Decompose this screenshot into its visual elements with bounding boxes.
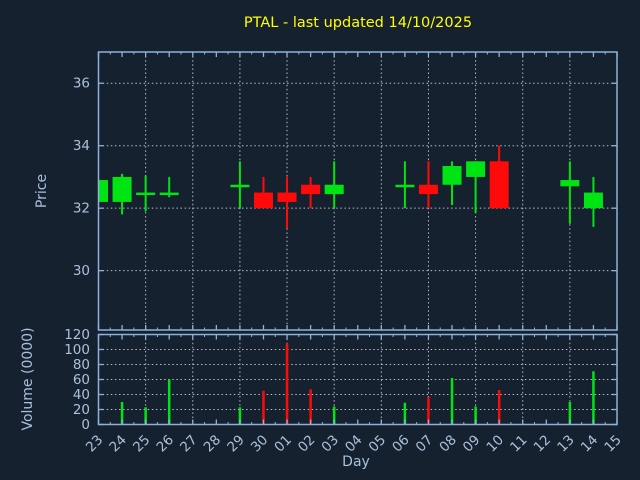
day-tick-label: 24	[106, 432, 129, 455]
price-axis-label: Price	[34, 174, 50, 208]
volume-bar-03	[332, 406, 336, 425]
volume-axis-label: Volume (0000)	[20, 327, 36, 430]
candle-body	[136, 192, 156, 196]
price-tick-label: 30	[73, 263, 90, 279]
candle-body	[489, 161, 509, 209]
volume-bar-13	[568, 402, 572, 425]
day-tick-label: 03	[319, 432, 342, 455]
volume-bar-30	[262, 390, 265, 425]
volume-bar-24	[120, 402, 124, 425]
candle-29	[230, 161, 250, 209]
volume-tick-label: 80	[73, 357, 90, 373]
volume-bar-10	[497, 390, 501, 425]
volume-bar-06	[403, 402, 407, 425]
candlestick-series	[98, 145, 603, 229]
candle-25	[136, 175, 156, 212]
candle-03	[324, 161, 344, 209]
day-tick-label: 26	[154, 432, 177, 455]
candle-02	[301, 176, 321, 209]
volume-bar-01	[285, 343, 289, 425]
day-tick-label: 10	[484, 432, 507, 455]
price-tick-label: 34	[73, 138, 90, 154]
candle-26	[159, 176, 179, 198]
candle-13	[560, 161, 580, 224]
candle-body	[324, 184, 344, 195]
day-tick-label: 01	[271, 432, 294, 455]
day-axis-label: Day	[342, 454, 370, 470]
volume-bar-25	[144, 407, 147, 425]
day-tick-label: 11	[507, 432, 530, 455]
chart-title: PTAL - last updated 14/10/2025	[244, 15, 472, 31]
candle-body	[98, 180, 108, 202]
day-tick-label: 04	[342, 432, 365, 455]
candle-01	[277, 176, 297, 229]
candle-09	[466, 161, 486, 213]
candle-body	[253, 192, 273, 209]
volume-bar-02	[309, 389, 312, 425]
day-tick-label: 06	[389, 432, 412, 455]
candle-08	[442, 161, 462, 206]
day-tick-label: 07	[413, 432, 436, 455]
candle-body	[560, 180, 580, 187]
volume-tick-label: 20	[73, 402, 90, 418]
candle-06	[395, 161, 415, 209]
candle-body	[277, 192, 297, 202]
candle-body	[159, 192, 179, 196]
volume-bar-09	[474, 406, 477, 425]
candle-body	[583, 192, 603, 209]
volume-series	[120, 343, 595, 425]
candle-body	[112, 176, 132, 202]
volume-bar-26	[167, 379, 171, 425]
candle-14	[583, 176, 603, 227]
gridlines	[98, 52, 617, 425]
candle-30	[253, 176, 273, 209]
day-tick-label: 28	[201, 432, 224, 455]
candle-07	[418, 161, 438, 209]
candle-body	[301, 184, 321, 195]
price-plot-border	[97, 51, 618, 331]
day-tick-label: 27	[177, 432, 200, 455]
candle-23	[98, 180, 108, 202]
candle-body	[466, 161, 486, 177]
candle-10	[489, 145, 509, 209]
volume-tick-label: 100	[64, 342, 90, 358]
candle-body	[442, 166, 462, 185]
day-tick-label: 23	[83, 432, 106, 455]
day-tick-label: 25	[130, 432, 153, 455]
day-tick-label: 14	[578, 432, 601, 455]
candle-24	[112, 173, 132, 215]
volume-bar-14	[592, 371, 595, 425]
axis-ticks	[97, 52, 618, 426]
day-tick-label: 29	[224, 432, 247, 455]
volume-tick-label: 120	[64, 327, 90, 343]
candle-body	[395, 184, 415, 188]
day-tick-label: 15	[601, 432, 624, 455]
price-tick-label: 32	[73, 201, 90, 217]
volume-bar-08	[450, 378, 454, 425]
day-tick-label: 30	[248, 432, 271, 455]
day-tick-label: 02	[295, 432, 318, 455]
day-tick-label: 13	[554, 432, 577, 455]
volume-bar-29	[238, 407, 242, 425]
candle-body	[230, 184, 250, 188]
day-tick-label: 08	[436, 432, 459, 455]
day-tick-label: 09	[460, 432, 483, 455]
volume-tick-label: 0	[81, 417, 90, 433]
volume-tick-label: 60	[73, 372, 90, 388]
price-tick-label: 36	[73, 76, 90, 92]
volume-tick-label: 40	[73, 387, 90, 403]
candle-body	[418, 184, 438, 195]
day-tick-label: 12	[531, 432, 554, 455]
day-tick-label: 05	[366, 432, 389, 455]
axes-spines	[97, 51, 618, 426]
volume-bar-07	[427, 396, 430, 425]
